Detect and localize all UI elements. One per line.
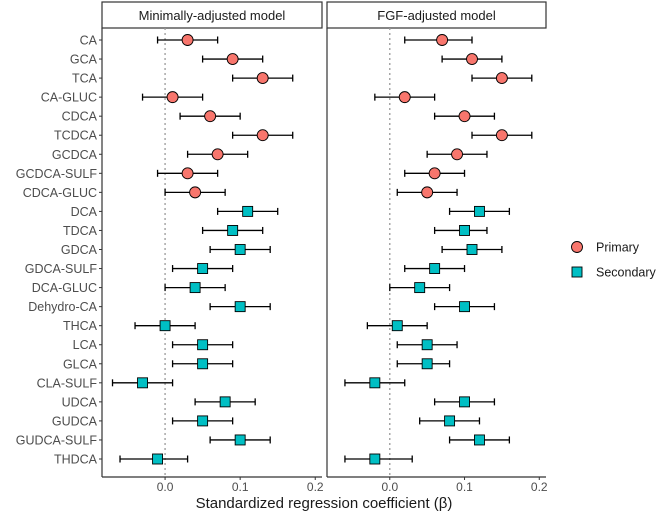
point-estimate <box>459 396 470 408</box>
point-estimate <box>219 396 231 408</box>
y-tick-label: UDCA <box>62 395 98 409</box>
point-estimate <box>391 320 403 332</box>
legend-label: Secondary <box>596 266 657 280</box>
panel-strip <box>101 1 323 29</box>
point-estimate <box>197 358 209 370</box>
point-estimate <box>189 186 202 199</box>
point-estimate <box>369 453 381 465</box>
x-tick-label: 0.0 <box>381 480 398 494</box>
point-estimate <box>458 110 471 123</box>
point-estimate <box>226 53 239 65</box>
y-tick-label: CDCA-GLUC <box>23 186 97 200</box>
y-tick-label: DCA-GLUC <box>32 281 97 295</box>
y-tick-label: GUDCA <box>52 414 98 428</box>
legend-key-circle <box>571 241 583 253</box>
y-tick-label: CA-GLUC <box>41 91 97 105</box>
panel-strip <box>326 1 547 29</box>
x-axis-title: Standardized regression coefficient (β) <box>196 495 453 512</box>
point-estimate <box>398 91 411 104</box>
point-estimate <box>421 186 434 199</box>
y-tick-label: THCA <box>63 319 98 333</box>
point-estimate <box>495 72 508 85</box>
point-estimate <box>234 434 246 446</box>
point-estimate <box>421 358 433 370</box>
point-estimate <box>197 415 209 427</box>
y-tick-label: CLA-SULF <box>37 376 98 390</box>
y-tick-label: Dehydro-CA <box>28 300 97 314</box>
point-estimate <box>234 244 246 255</box>
point-estimate <box>227 225 239 236</box>
point-estimate <box>459 301 470 313</box>
point-estimate <box>459 225 470 236</box>
point-estimate <box>152 453 164 465</box>
point-estimate <box>474 205 485 217</box>
point-estimate <box>256 72 269 85</box>
point-estimate <box>234 301 246 313</box>
x-tick-label: 0.0 <box>157 480 174 494</box>
y-tick-label: DCA <box>71 205 98 219</box>
panel-title: FGF-adjusted model <box>377 8 496 23</box>
point-estimate <box>414 282 426 294</box>
y-tick-label: TCA <box>72 72 98 86</box>
point-estimate <box>137 377 148 389</box>
point-estimate <box>166 91 179 104</box>
point-estimate <box>204 110 217 123</box>
point-estimate <box>429 263 441 274</box>
y-tick-label: TDCA <box>63 224 98 238</box>
y-tick-label: TCDCA <box>54 129 98 143</box>
y-tick-label: GCDCA-SULF <box>16 167 98 181</box>
point-estimate <box>242 205 254 217</box>
y-tick-label: CA <box>80 34 98 48</box>
point-estimate <box>159 320 171 332</box>
point-estimate <box>197 339 209 351</box>
x-tick-label: 0.2 <box>307 480 324 494</box>
point-estimate <box>474 434 485 446</box>
point-estimate <box>466 53 478 65</box>
point-estimate <box>189 282 201 294</box>
x-tick-label: 0.1 <box>232 480 249 494</box>
point-estimate <box>436 34 449 46</box>
y-tick-label: GLCA <box>63 357 98 371</box>
y-tick-label: GUDCA-SULF <box>16 433 98 447</box>
panel-title: Minimally-adjusted model <box>139 8 286 23</box>
x-tick-label: 0.1 <box>456 480 473 494</box>
y-tick-label: CDCA <box>62 110 98 124</box>
y-tick-label: GCDCA <box>52 148 98 162</box>
y-tick-label: THDCA <box>54 453 98 467</box>
point-estimate <box>451 148 464 161</box>
legend-key-square <box>571 266 583 278</box>
point-estimate <box>466 244 478 255</box>
point-estimate <box>181 34 194 46</box>
y-tick-label: GDCA-SULF <box>25 262 98 276</box>
point-estimate <box>428 167 441 180</box>
point-estimate <box>421 339 433 351</box>
y-tick-label: GDCA <box>61 243 98 257</box>
y-tick-label: LCA <box>73 338 98 352</box>
point-estimate <box>197 263 209 274</box>
x-tick-label: 0.2 <box>531 480 548 494</box>
legend-label: Primary <box>596 241 640 255</box>
point-estimate <box>495 129 508 142</box>
y-tick-label: GCA <box>70 53 98 67</box>
point-estimate <box>211 148 224 161</box>
point-estimate <box>369 377 381 389</box>
point-estimate <box>181 167 194 180</box>
point-estimate <box>256 129 269 142</box>
point-estimate <box>444 415 456 427</box>
